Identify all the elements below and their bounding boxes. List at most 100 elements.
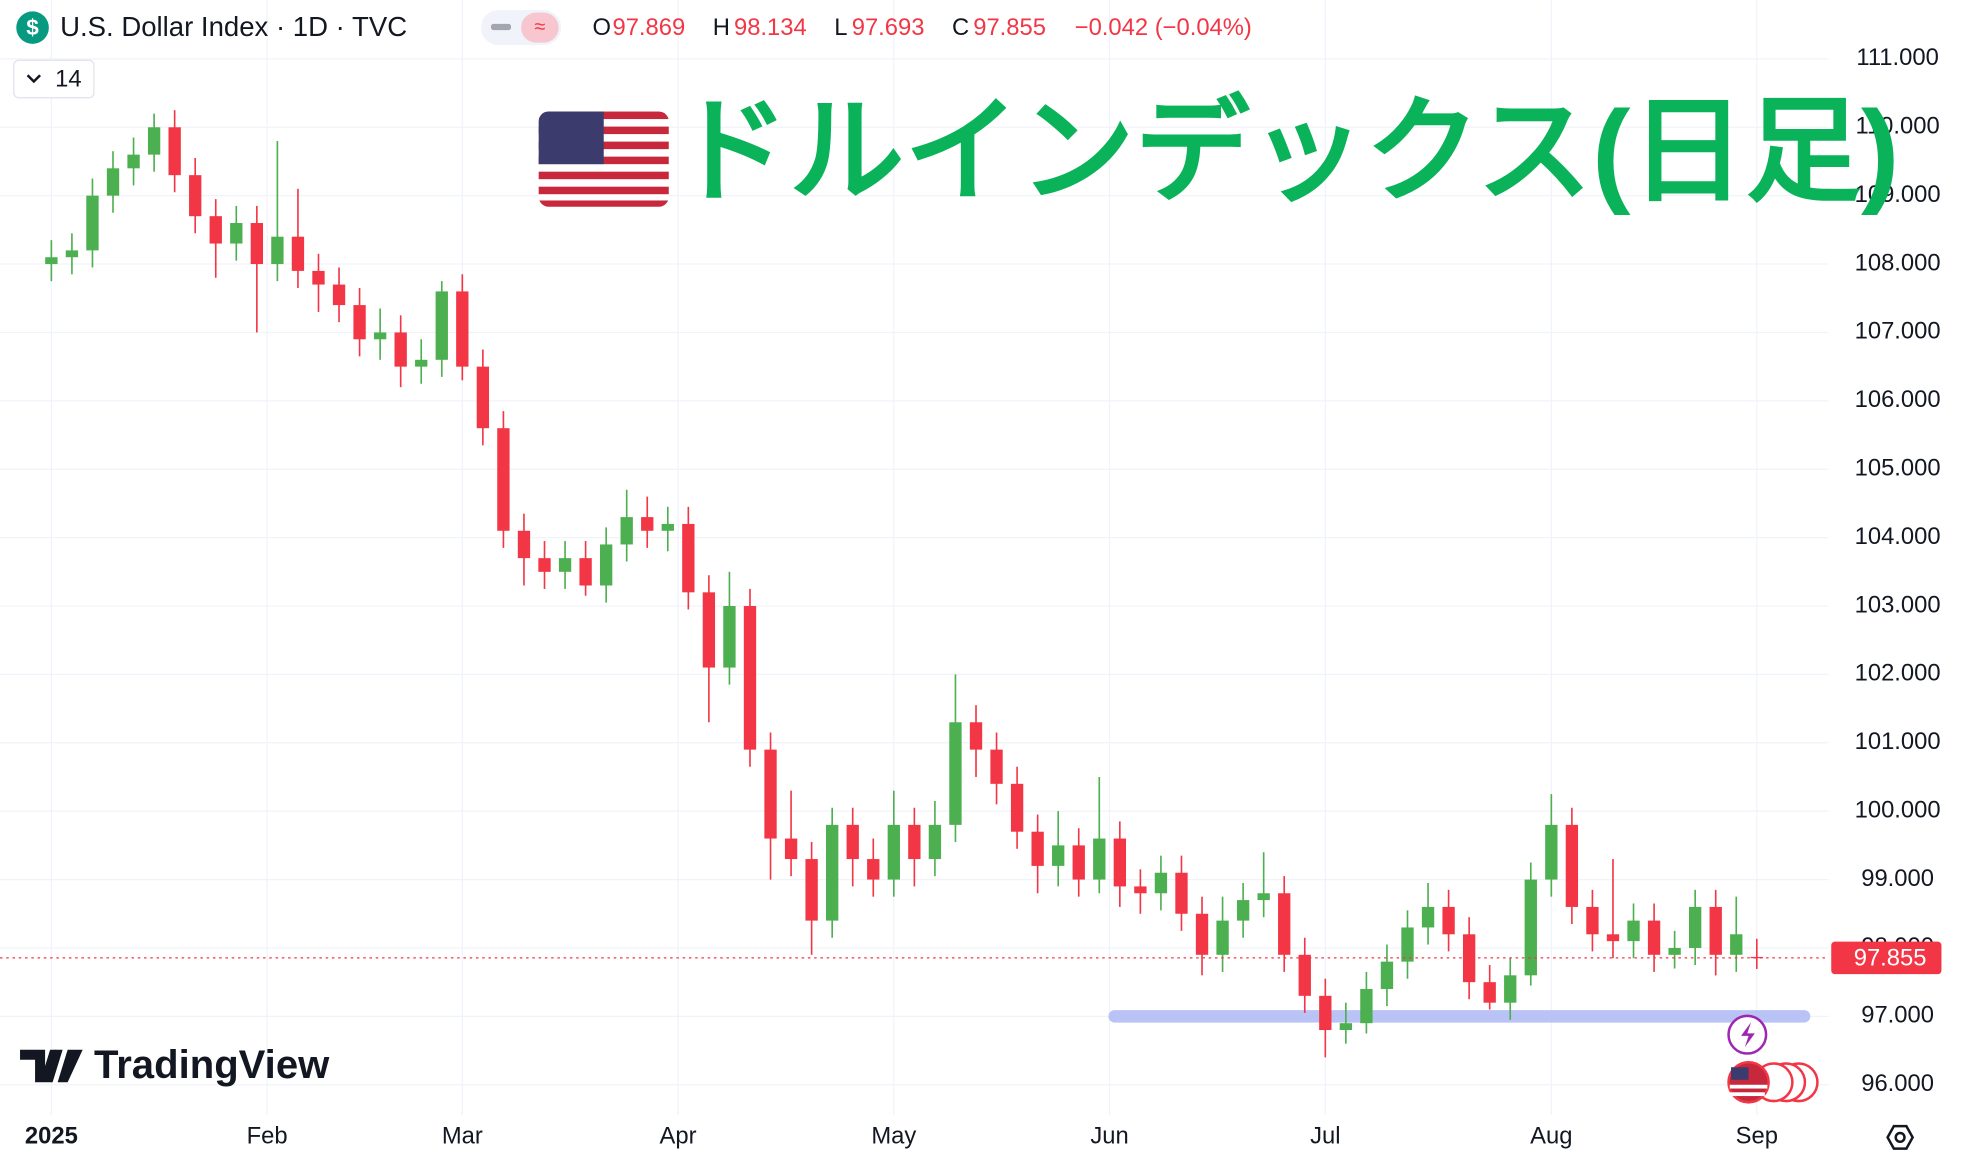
- change: −0.042 (−0.04%): [1075, 14, 1252, 41]
- y-tick-label: 104.000: [1855, 523, 1941, 550]
- x-tick-label: 2025: [25, 1123, 78, 1150]
- symbol-icon-text: $: [26, 15, 39, 40]
- brand-logo: [20, 1049, 83, 1083]
- y-tick-label: 99.000: [1861, 865, 1934, 892]
- settings-icon: [1894, 1131, 1906, 1144]
- y-tick-label: 109.000: [1855, 181, 1941, 208]
- y-tick-label: 105.000: [1855, 455, 1941, 482]
- x-tick-label: May: [871, 1123, 916, 1150]
- candle-body: [1647, 920, 1661, 955]
- candle-body: [1689, 906, 1702, 948]
- candle-body: [127, 154, 140, 169]
- candle-body: [1750, 956, 1763, 959]
- candle-body: [743, 606, 757, 750]
- candle-body: [1565, 824, 1579, 907]
- candle-body: [1052, 845, 1065, 866]
- candle-body: [168, 127, 181, 176]
- candle-body: [1668, 947, 1681, 955]
- y-tick-label: 111.000: [1856, 44, 1938, 71]
- candle-body: [1195, 913, 1209, 955]
- toggle-icon: [491, 23, 512, 31]
- candle-body: [1093, 838, 1106, 880]
- candle-body: [1072, 845, 1085, 880]
- y-tick-label: 100.000: [1855, 796, 1941, 823]
- candle-body: [1524, 879, 1537, 976]
- candle-body: [723, 606, 736, 668]
- ohlc-value: 98.134: [734, 14, 807, 41]
- candle-body: [1545, 824, 1558, 880]
- candle-body: [1483, 982, 1496, 1003]
- candle-body: [209, 216, 222, 244]
- y-tick-label: 108.000: [1855, 249, 1941, 276]
- ohlc-value: 97.693: [852, 14, 925, 41]
- indicator-count: 14: [55, 66, 81, 93]
- candle-body: [805, 859, 818, 921]
- y-tick-label: 107.000: [1855, 318, 1941, 345]
- candle-body: [908, 824, 921, 860]
- candle-body: [394, 332, 407, 367]
- flag: [538, 111, 669, 207]
- candle-body: [1236, 900, 1250, 921]
- y-tick-label: 97.000: [1861, 1002, 1934, 1029]
- y-tick-label: 106.000: [1855, 386, 1941, 413]
- x-tick-label: Jul: [1310, 1123, 1340, 1150]
- candle-body: [1401, 927, 1414, 962]
- candle-body: [558, 558, 572, 572]
- candle-body: [1319, 995, 1332, 1031]
- candle-body: [271, 236, 284, 265]
- candle-body: [45, 257, 58, 265]
- chevron: [26, 74, 41, 84]
- candle-body: [579, 558, 592, 586]
- candle-body: [415, 359, 428, 367]
- last-price-label: 97.855: [1854, 944, 1927, 971]
- indicator-toggle[interactable]: [13, 59, 95, 99]
- candle-body: [435, 291, 448, 360]
- candle-body: [867, 859, 880, 880]
- candle-body: [1606, 934, 1620, 942]
- candle-body: [1010, 783, 1024, 832]
- candle-body: [353, 305, 366, 340]
- ohlc-value: 97.869: [612, 14, 685, 41]
- x-tick-label: Feb: [247, 1123, 288, 1150]
- candle-body: [517, 530, 531, 559]
- ohlc-label: L: [834, 14, 847, 41]
- candle-body: [702, 592, 716, 668]
- ohlc-label: C: [952, 14, 969, 41]
- candle-body: [641, 517, 654, 531]
- event-flags[interactable]: [1727, 1060, 1819, 1104]
- candle-body: [147, 127, 161, 155]
- candle-body: [1627, 920, 1640, 942]
- ohlc-value: 97.855: [973, 14, 1046, 41]
- y-tick-label: 101.000: [1855, 728, 1941, 755]
- candle-body: [86, 195, 99, 251]
- settings-icon[interactable]: [1886, 1124, 1915, 1150]
- candle-body: [1113, 838, 1127, 887]
- candle-body: [599, 544, 613, 586]
- x-tick-label: Apr: [660, 1123, 697, 1150]
- candle-body: [1257, 893, 1270, 901]
- candle-body: [764, 749, 777, 839]
- candle-body: [1360, 989, 1373, 1024]
- candle-body: [1421, 906, 1435, 928]
- candle-body: [373, 332, 387, 340]
- candle-body: [497, 428, 510, 531]
- ohlc-label: H: [713, 14, 730, 41]
- x-tick-label: Mar: [442, 1123, 483, 1150]
- candle-body: [189, 175, 202, 217]
- toggle-icon: ≈: [534, 16, 545, 38]
- candle-body: [949, 722, 962, 825]
- toggle-icon: [521, 12, 559, 43]
- candle-body: [990, 749, 1003, 784]
- candle-body: [1031, 831, 1044, 866]
- candle-body: [106, 168, 120, 196]
- candle-body: [456, 291, 469, 367]
- overlay-title: ドルインデックス(日足): [674, 88, 1899, 216]
- candle-body: [1730, 934, 1743, 955]
- candle-body: [661, 523, 674, 531]
- candle-body: [1462, 934, 1476, 983]
- candle-body: [1134, 886, 1147, 894]
- x-tick-label: Jun: [1090, 1123, 1128, 1150]
